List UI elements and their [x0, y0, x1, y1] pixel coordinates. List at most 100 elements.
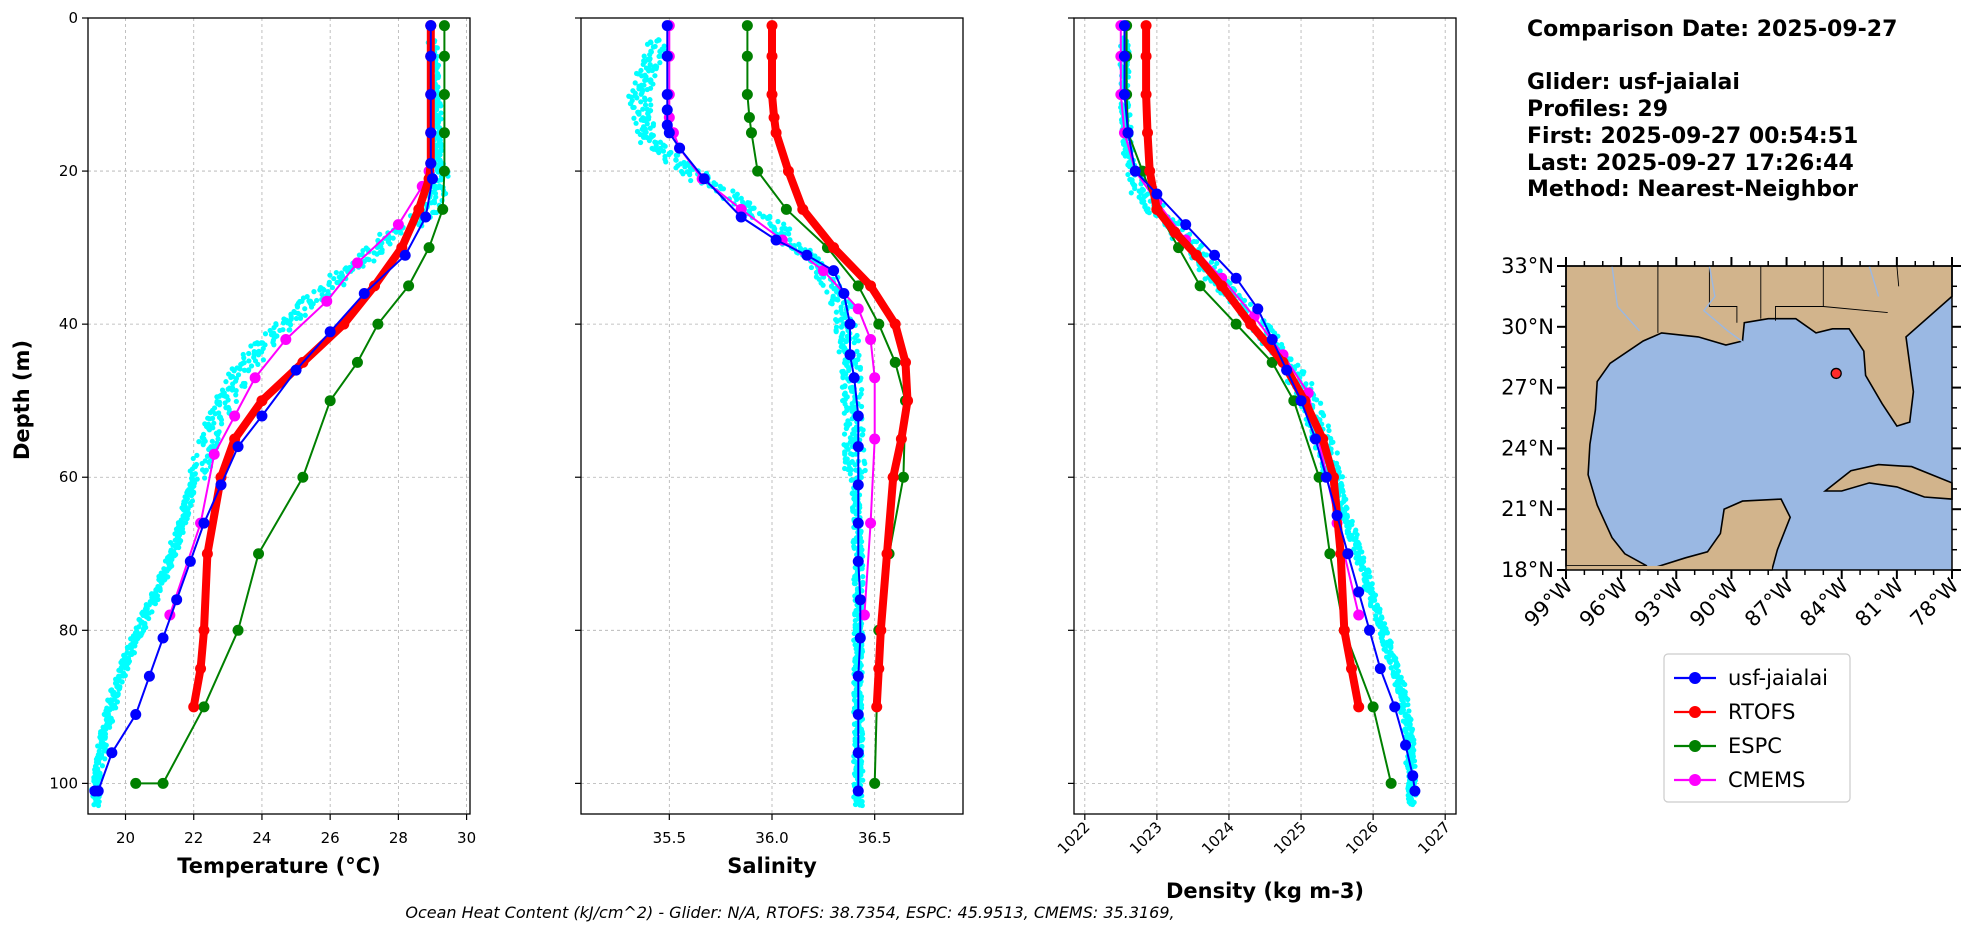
- temperature-point-rtofs: [201, 548, 213, 560]
- salinity-raw-point: [854, 642, 861, 648]
- temperature-raw-point: [216, 402, 223, 408]
- salinity-line-rtofs: [768, 25, 912, 708]
- salinity-raw-point: [841, 431, 848, 437]
- temperature-raw-point: [200, 442, 206, 448]
- salinity-raw-point: [641, 53, 647, 59]
- salinity-raw-point: [848, 388, 855, 394]
- map-lat-label: 27°N: [1501, 376, 1554, 400]
- map-lon-label: 96°W: [1575, 573, 1633, 631]
- salinity-xtick-label: 36.0: [755, 829, 788, 847]
- density-series-rtofs: [1140, 20, 1365, 713]
- density-point-glider: [1230, 272, 1242, 284]
- temperature-raw-point: [302, 312, 308, 318]
- salinity-point-glider: [852, 555, 864, 567]
- salinity-point-rtofs: [887, 471, 899, 483]
- ocean-heat-content-footer: Ocean Heat Content (kJ/cm^2) - Glider: N…: [405, 903, 1174, 922]
- salinity-point-glider: [852, 785, 864, 797]
- density-point-espc: [1194, 280, 1206, 292]
- temperature-raw-point: [118, 673, 124, 679]
- temperature-point-glider: [198, 517, 210, 529]
- temperature-raw-point: [374, 251, 380, 257]
- temperature-raw-point: [280, 320, 287, 326]
- density-raw-point: [1386, 649, 1392, 655]
- salinity-point-espc: [889, 356, 901, 368]
- density-point-espc: [1385, 777, 1397, 789]
- salinity-raw-point: [852, 681, 858, 687]
- salinity-raw-point: [843, 425, 849, 432]
- density-point-glider: [1281, 364, 1293, 376]
- glider-name: Glider: usf-jaialai: [1527, 70, 1740, 95]
- salinity-raw-point: [730, 188, 736, 194]
- legend-label-glider: usf-jaialai: [1728, 666, 1828, 690]
- density-raw-point: [1394, 679, 1400, 685]
- density-point-espc: [1324, 548, 1336, 560]
- salinity-point-glider: [661, 50, 673, 62]
- location-map: 33°N 30°N 27°N 24°N 21°N 18°N99°W96°W93°W90°W…: [1501, 254, 1964, 632]
- density-raw-point: [1217, 268, 1223, 274]
- salinity-raw-point: [642, 134, 648, 140]
- temperature-point-cmems: [321, 295, 333, 307]
- salinity-point-cmems: [852, 303, 864, 315]
- salinity-point-rtofs: [865, 280, 877, 292]
- temperature-raw-point: [360, 247, 366, 254]
- salinity-raw-point: [860, 768, 866, 774]
- map-frame: [1565, 265, 1953, 571]
- salinity-point-rtofs: [902, 395, 914, 407]
- salinity-raw-point: [639, 73, 645, 79]
- temperature-point-rtofs: [413, 203, 425, 215]
- salinity-raw-point: [852, 618, 858, 624]
- salinity-raw-point: [764, 215, 771, 222]
- salinity-point-cmems: [735, 203, 747, 215]
- salinity-raw-point: [652, 43, 658, 50]
- density-raw-point: [1132, 185, 1138, 192]
- density-raw-point: [1335, 465, 1342, 471]
- density-line-rtofs: [1142, 25, 1363, 708]
- temperature-point-glider: [143, 670, 155, 682]
- temperature-raw-point: [218, 417, 225, 423]
- temperature-point-espc: [198, 701, 210, 713]
- temperature-raw-point: [99, 763, 106, 769]
- density-xtick-label: 1025: [1270, 818, 1310, 858]
- salinity-raw-point: [666, 150, 672, 157]
- density-raw-point: [1127, 112, 1133, 118]
- temperature-point-espc: [324, 395, 336, 407]
- temperature-raw-point: [255, 352, 262, 358]
- density-raw-point: [1314, 397, 1320, 403]
- salinity-point-glider: [848, 372, 860, 384]
- temperature-point-glider: [324, 326, 336, 338]
- salinity-raw-point: [859, 737, 865, 743]
- temperature-xtick-label: 20: [116, 829, 135, 847]
- salinity-point-glider: [854, 632, 866, 644]
- salinity-point-rtofs: [766, 20, 778, 32]
- density-raw-point: [1241, 297, 1248, 304]
- depth-tick-label: 0: [68, 9, 78, 27]
- salinity-raw-point: [855, 338, 862, 344]
- density-point-glider: [1151, 188, 1163, 200]
- salinity-raw-point: [852, 742, 858, 748]
- salinity-raw-point: [856, 352, 862, 358]
- density-raw-point: [1146, 210, 1152, 216]
- density-point-rtofs: [1140, 50, 1152, 62]
- temperature-raw-point: [356, 252, 362, 258]
- salinity-point-glider: [852, 709, 864, 720]
- salinity-raw-point: [850, 452, 856, 458]
- density-raw-point: [1408, 717, 1414, 723]
- temperature-point-glider: [130, 709, 142, 720]
- temperature-point-rtofs: [188, 701, 200, 713]
- salinity-raw-point: [632, 80, 638, 86]
- info-block: Comparison Date: 2025-09-27 Glider: usf-…: [1527, 17, 1897, 202]
- salinity-raw-point: [860, 431, 866, 438]
- salinity-raw-point: [638, 91, 644, 97]
- density-raw-point: [1377, 609, 1383, 615]
- salinity-raw-point: [782, 226, 789, 232]
- salinity-raw-point: [787, 237, 793, 243]
- density-raw-point: [1362, 578, 1369, 584]
- density-raw-point: [1400, 680, 1407, 687]
- temperature-raw-point: [94, 760, 100, 766]
- density-raw-point: [1350, 536, 1356, 542]
- salinity-raw-point: [841, 410, 847, 416]
- temperature-point-cmems: [249, 372, 261, 384]
- salinity-raw-point: [781, 221, 787, 227]
- density-raw-point: [1227, 280, 1233, 286]
